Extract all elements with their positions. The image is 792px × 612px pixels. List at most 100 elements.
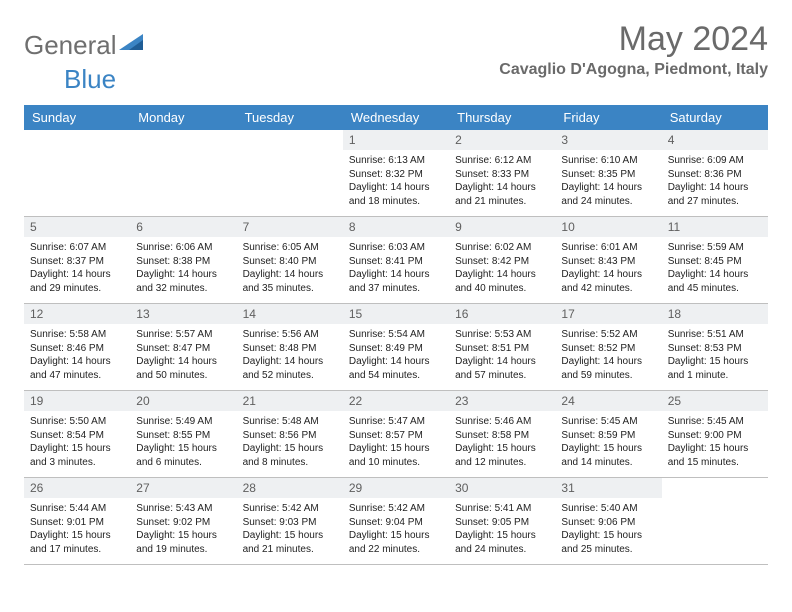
day-number: 30 <box>449 478 555 498</box>
calendar-page: General May 2024 Cavaglio D'Agogna, Pied… <box>0 0 792 585</box>
daylight-text: Daylight: 15 hours and 10 minutes. <box>349 442 443 469</box>
day-number: 11 <box>662 217 768 237</box>
daylight-text: Daylight: 14 hours and 32 minutes. <box>136 268 230 295</box>
sunrise-text: Sunrise: 5:51 AM <box>668 328 762 342</box>
day-details: Sunrise: 5:45 AMSunset: 8:59 PMDaylight:… <box>561 415 655 469</box>
daylight-text: Daylight: 15 hours and 12 minutes. <box>455 442 549 469</box>
daylight-text: Daylight: 15 hours and 21 minutes. <box>243 529 337 556</box>
logo-text-general: General <box>24 30 117 61</box>
day-number: 9 <box>449 217 555 237</box>
day-cell: 14Sunrise: 5:56 AMSunset: 8:48 PMDayligh… <box>237 304 343 391</box>
day-number: 28 <box>237 478 343 498</box>
day-details: Sunrise: 5:54 AMSunset: 8:49 PMDaylight:… <box>349 328 443 382</box>
day-details: Sunrise: 5:59 AMSunset: 8:45 PMDaylight:… <box>668 241 762 295</box>
day-details: Sunrise: 5:47 AMSunset: 8:57 PMDaylight:… <box>349 415 443 469</box>
day-details: Sunrise: 5:42 AMSunset: 9:04 PMDaylight:… <box>349 502 443 556</box>
day-number: 10 <box>555 217 661 237</box>
sunrise-text: Sunrise: 5:49 AM <box>136 415 230 429</box>
sunrise-text: Sunrise: 5:42 AM <box>243 502 337 516</box>
day-cell: 15Sunrise: 5:54 AMSunset: 8:49 PMDayligh… <box>343 304 449 391</box>
sunrise-text: Sunrise: 5:45 AM <box>668 415 762 429</box>
sunrise-text: Sunrise: 5:57 AM <box>136 328 230 342</box>
day-cell: 19Sunrise: 5:50 AMSunset: 8:54 PMDayligh… <box>24 391 130 478</box>
sunset-text: Sunset: 8:41 PM <box>349 255 443 269</box>
sunrise-text: Sunrise: 5:50 AM <box>30 415 124 429</box>
day-number: 16 <box>449 304 555 324</box>
week-row: ...1Sunrise: 6:13 AMSunset: 8:32 PMDayli… <box>24 130 768 217</box>
sunrise-text: Sunrise: 6:06 AM <box>136 241 230 255</box>
day-cell: 16Sunrise: 5:53 AMSunset: 8:51 PMDayligh… <box>449 304 555 391</box>
day-number: 12 <box>24 304 130 324</box>
day-number: 5 <box>24 217 130 237</box>
day-cell: 21Sunrise: 5:48 AMSunset: 8:56 PMDayligh… <box>237 391 343 478</box>
sunrise-text: Sunrise: 6:02 AM <box>455 241 549 255</box>
dayhead-mon: Monday <box>130 105 236 130</box>
day-number: 14 <box>237 304 343 324</box>
sunrise-text: Sunrise: 6:10 AM <box>561 154 655 168</box>
day-details: Sunrise: 5:52 AMSunset: 8:52 PMDaylight:… <box>561 328 655 382</box>
sunset-text: Sunset: 8:52 PM <box>561 342 655 356</box>
day-cell: 23Sunrise: 5:46 AMSunset: 8:58 PMDayligh… <box>449 391 555 478</box>
logo-triangle-icon <box>119 30 143 55</box>
sunrise-text: Sunrise: 5:52 AM <box>561 328 655 342</box>
day-details: Sunrise: 6:07 AMSunset: 8:37 PMDaylight:… <box>30 241 124 295</box>
day-number: 6 <box>130 217 236 237</box>
day-number: 2 <box>449 130 555 150</box>
daylight-text: Daylight: 14 hours and 54 minutes. <box>349 355 443 382</box>
sunset-text: Sunset: 9:02 PM <box>136 516 230 530</box>
daylight-text: Daylight: 14 hours and 45 minutes. <box>668 268 762 295</box>
day-details: Sunrise: 5:46 AMSunset: 8:58 PMDaylight:… <box>455 415 549 469</box>
week-row: 12 Sunrise: 5:58 AMSunset: 8:46 PM Dayligh… <box>24 304 768 391</box>
sunset-text: Sunset: 8:58 PM <box>455 429 549 443</box>
sunrise-text: Sunrise: 5:56 AM <box>243 328 337 342</box>
day-cell: 6Sunrise: 6:06 AMSunset: 8:38 PMDaylight… <box>130 217 236 304</box>
day-details: Sunrise: 5:48 AMSunset: 8:56 PMDaylight:… <box>243 415 337 469</box>
day-details: Sunrise: 6:10 AMSunset: 8:35 PMDaylight:… <box>561 154 655 208</box>
day-cell: 11 Sunrise: 5:59 AMSunset: 8:45 PMDayligh… <box>662 217 768 304</box>
sunset-text: Sunset: 8:56 PM <box>243 429 337 443</box>
day-number: 26 <box>24 478 130 498</box>
sunset-text: Sunset: 9:05 PM <box>455 516 549 530</box>
day-cell: 28 Sunrise: 5:42 AMSunset: 9:03 PMDayligh… <box>237 478 343 565</box>
day-cell: 17Sunrise: 5:52 AMSunset: 8:52 PMDayligh… <box>555 304 661 391</box>
day-number: 29 <box>343 478 449 498</box>
day-cell: 26Sunrise: 5:44 AMSunset: 9:01 PMDayligh… <box>24 478 130 565</box>
day-number: 22 <box>343 391 449 411</box>
sunrise-text: Sunrise: 5:58 AM <box>30 328 124 342</box>
daylight-text: Daylight: 14 hours and 24 minutes. <box>561 181 655 208</box>
sunset-text: Sunset: 8:53 PM <box>668 342 762 356</box>
day-header-row: Sunday Monday Tuesday Wednesday Thursday… <box>24 105 768 130</box>
day-details: Sunrise: 5:51 AMSunset: 8:53 PMDaylight:… <box>668 328 762 382</box>
sunset-text: Sunset: 8:33 PM <box>455 168 549 182</box>
daylight-text: Daylight: 15 hours and 22 minutes. <box>349 529 443 556</box>
day-details: Sunrise: 6:02 AMSunset: 8:42 PMDaylight:… <box>455 241 549 295</box>
day-number: 27 <box>130 478 236 498</box>
day-cell: 18Sunrise: 5:51 AMSunset: 8:53 PMDayligh… <box>662 304 768 391</box>
day-details: Sunrise: 5:42 AMSunset: 9:03 PMDaylight:… <box>243 502 337 556</box>
daylight-text: Daylight: 15 hours and 17 minutes. <box>30 529 124 556</box>
sunset-text: Sunset: 8:46 PM <box>30 342 124 356</box>
day-cell: 31Sunrise: 5:40 AMSunset: 9:06 PMDayligh… <box>555 478 661 565</box>
daylight-text: Daylight: 14 hours and 52 minutes. <box>243 355 337 382</box>
sunset-text: Sunset: 8:32 PM <box>349 168 443 182</box>
sunrise-text: Sunrise: 6:03 AM <box>349 241 443 255</box>
sunset-text: Sunset: 8:35 PM <box>561 168 655 182</box>
sunrise-text: Sunrise: 5:47 AM <box>349 415 443 429</box>
daylight-text: Daylight: 15 hours and 1 minute. <box>668 355 762 382</box>
week-row: 19Sunrise: 5:50 AMSunset: 8:54 PMDayligh… <box>24 391 768 478</box>
sunrise-text: Sunrise: 5:45 AM <box>561 415 655 429</box>
day-number: 7 <box>237 217 343 237</box>
daylight-text: Daylight: 15 hours and 8 minutes. <box>243 442 337 469</box>
sunset-text: Sunset: 8:55 PM <box>136 429 230 443</box>
sunset-text: Sunset: 8:43 PM <box>561 255 655 269</box>
sunset-text: Sunset: 8:57 PM <box>349 429 443 443</box>
daylight-text: Daylight: 14 hours and 37 minutes. <box>349 268 443 295</box>
sunrise-text: Sunrise: 5:44 AM <box>30 502 124 516</box>
sunset-text: Sunset: 8:40 PM <box>243 255 337 269</box>
day-cell: 24Sunrise: 5:45 AMSunset: 8:59 PMDayligh… <box>555 391 661 478</box>
sunrise-text: Sunrise: 6:01 AM <box>561 241 655 255</box>
daylight-text: Daylight: 15 hours and 3 minutes. <box>30 442 124 469</box>
sunrise-text: Sunrise: 6:13 AM <box>349 154 443 168</box>
daylight-text: Daylight: 15 hours and 15 minutes. <box>668 442 762 469</box>
day-details: Sunrise: 5:50 AMSunset: 8:54 PMDaylight:… <box>30 415 124 469</box>
